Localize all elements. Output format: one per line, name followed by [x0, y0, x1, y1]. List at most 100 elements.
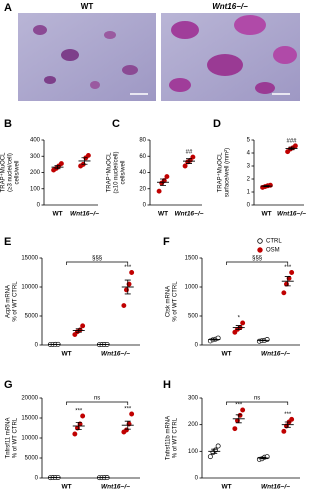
y-axis-label: Ctsk mRNA [166, 286, 172, 317]
y-tick-label: 20 [139, 186, 146, 192]
y-axis-label: Acp5 mRNA [6, 285, 12, 318]
y-axis-label: cells/well [15, 160, 21, 184]
error-bar [284, 276, 291, 287]
data-point [190, 154, 196, 160]
image-title: WT [81, 2, 94, 11]
x-tick-label: Wnt16−/− [101, 351, 130, 358]
y-axis-label: TRAP⁺MuOCL [217, 152, 224, 193]
y-axis-label: (≥10 nuclei/cell) [114, 152, 120, 194]
data-point [281, 428, 287, 434]
error-bar [81, 157, 88, 165]
significance-label: *** [235, 403, 243, 409]
y-tick-label: 0 [143, 203, 147, 209]
y-tick-label: 1000 [185, 285, 199, 291]
y-tick-label: 60 [139, 154, 146, 160]
significance-label: *** [124, 407, 132, 413]
bracket-label: §§§ [252, 256, 262, 262]
data-point [72, 431, 78, 437]
error-bar [160, 178, 166, 186]
panel-label: F [163, 236, 170, 248]
data-point [80, 413, 86, 419]
error-bar [211, 448, 218, 454]
error-bar [260, 339, 267, 342]
bracket [226, 261, 289, 265]
x-tick-label: WT [261, 211, 271, 218]
significance-label: * [238, 316, 241, 322]
y-tick-label: 4 [247, 151, 251, 157]
y-tick-label: 15000 [21, 416, 38, 422]
y-tick-label: 5000 [25, 314, 39, 320]
bracket [66, 261, 129, 265]
legend-marker [257, 238, 263, 244]
y-tick-label: 100 [30, 186, 41, 192]
y-tick-label: 0 [247, 203, 251, 209]
significance-label: *** [284, 265, 292, 271]
y-tick-label: 0 [35, 343, 39, 349]
data-point [164, 174, 170, 180]
x-tick-label: WT [221, 484, 231, 491]
error-bar [54, 165, 61, 170]
y-tick-label: 500 [188, 314, 199, 320]
bracket [226, 401, 289, 405]
error-bar [186, 158, 192, 164]
y-axis-label: % of WT CTRL [13, 417, 19, 458]
x-tick-label: WT [221, 351, 231, 358]
data-point [85, 152, 91, 158]
error-bar [211, 338, 218, 341]
error-bar [75, 422, 82, 430]
panel-label: D [213, 118, 221, 130]
y-tick-label: 400 [30, 138, 41, 144]
y-tick-label: 20000 [21, 396, 38, 402]
data-point [207, 454, 213, 460]
y-axis-label: TRAP⁺MuOCL [106, 152, 113, 193]
y-tick-label: 40 [139, 170, 146, 176]
data-point [240, 407, 246, 413]
panel-label: H [163, 379, 171, 391]
x-tick-label: Wnt16−/− [277, 211, 306, 218]
y-tick-label: 10000 [21, 285, 38, 291]
data-point [80, 323, 86, 329]
y-tick-label: 2 [247, 177, 251, 183]
y-axis-label: TRAP⁺MuOCL [0, 152, 7, 193]
error-bar [75, 328, 82, 333]
y-tick-label: 80 [139, 138, 146, 144]
legend-label: CTRL [266, 239, 282, 245]
y-tick-label: 3 [247, 164, 251, 170]
data-point [232, 426, 238, 432]
x-tick-label: WT [52, 211, 62, 218]
significance-label: ### [286, 138, 297, 144]
x-tick-label: WT [61, 351, 71, 358]
error-bar [235, 414, 242, 424]
micrograph [161, 13, 300, 101]
data-point [129, 270, 135, 275]
error-bar [124, 420, 131, 430]
x-tick-label: Wnt16−/− [175, 211, 204, 218]
bracket-label: ns [94, 396, 100, 402]
panel-label: G [4, 379, 13, 391]
error-bar [263, 185, 270, 188]
y-tick-label: 100 [188, 449, 199, 455]
bracket-label: §§§ [92, 256, 102, 262]
y-axis-label: % of WT CTRL [173, 417, 179, 458]
data-point [215, 443, 221, 449]
error-bar [284, 421, 291, 428]
data-point [240, 320, 246, 326]
data-point [129, 411, 135, 417]
micrograph [18, 13, 156, 101]
data-point [121, 303, 127, 309]
bracket-label: ns [254, 396, 260, 402]
significance-label: *** [124, 265, 132, 271]
data-point [281, 290, 287, 296]
data-point [289, 416, 295, 422]
bracket [66, 401, 129, 405]
y-axis-label: cells/well [121, 160, 127, 184]
y-tick-label: 0 [37, 203, 41, 209]
x-tick-label: Wnt16−/− [70, 211, 99, 218]
panel-label: C [112, 118, 120, 130]
significance-label: *** [284, 412, 292, 418]
x-tick-label: WT [61, 484, 71, 491]
y-tick-label: 300 [188, 396, 199, 402]
y-tick-label: 10000 [21, 436, 38, 442]
panel-label: A [4, 2, 12, 14]
data-point [156, 188, 162, 194]
